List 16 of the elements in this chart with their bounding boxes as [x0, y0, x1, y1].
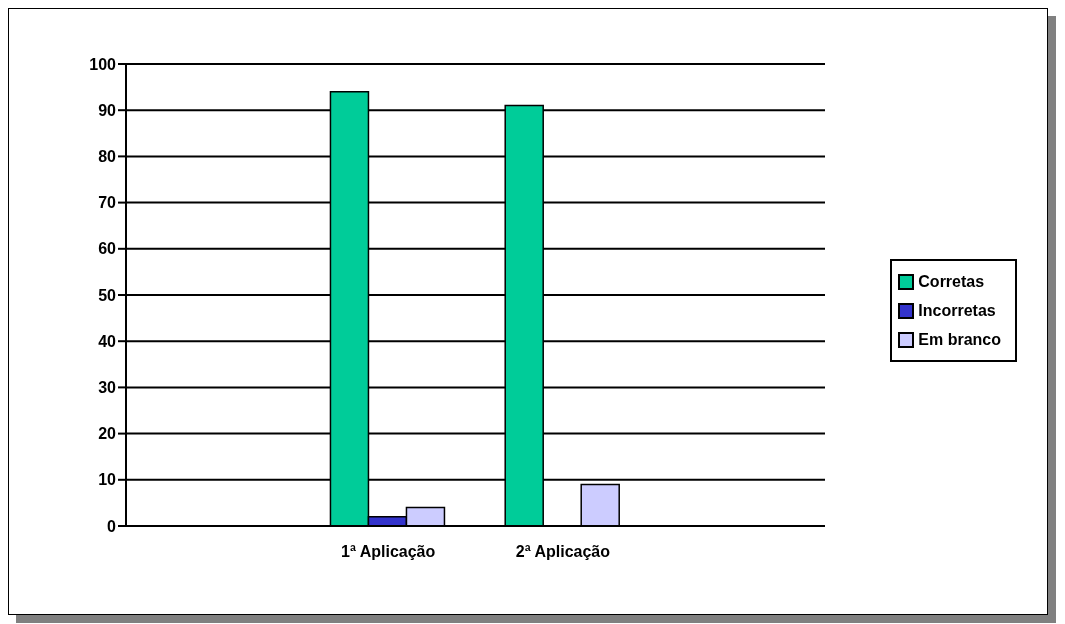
- y-tick-label: 100: [89, 55, 117, 73]
- legend-label: Corretas: [918, 272, 985, 291]
- legend-label: Incorretas: [918, 301, 996, 320]
- y-tick-label: 70: [98, 194, 117, 212]
- y-tick-label: 80: [98, 148, 117, 166]
- y-tick-label: 20: [98, 425, 117, 443]
- y-tick-label: 90: [98, 101, 117, 119]
- x-tick-label: 1ª Aplicação: [340, 543, 436, 561]
- legend-label: Em branco: [918, 330, 1001, 349]
- x-tick-label: 2ª Aplicação: [515, 543, 611, 561]
- y-tick-label: 0: [107, 517, 117, 535]
- y-tick-label: 30: [98, 379, 117, 397]
- y-tick-label: 60: [98, 240, 117, 258]
- y-tick-label: 10: [98, 471, 117, 489]
- y-tick-label: 40: [98, 332, 117, 350]
- y-tick-label: 50: [98, 286, 117, 304]
